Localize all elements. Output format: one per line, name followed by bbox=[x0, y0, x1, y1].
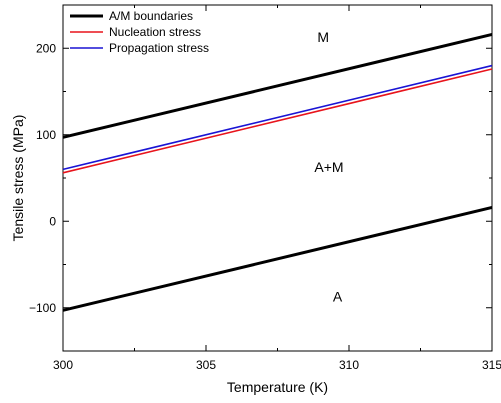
legend-entry: Propagation stress bbox=[109, 41, 209, 55]
y-tick-label: 0 bbox=[49, 214, 56, 228]
x-tick-label: 300 bbox=[53, 358, 73, 372]
x-tick-label: 310 bbox=[339, 358, 359, 372]
plot-area bbox=[62, 4, 493, 352]
axis-ticks: 300 305 310 315 −100 0 100 200 bbox=[29, 4, 501, 372]
series-line-propagation-stress bbox=[62, 64, 493, 171]
legend: A/M boundaries Nucleation stress Propagati… bbox=[70, 9, 209, 55]
y-axis-label: Tensile stress (MPa) bbox=[10, 115, 26, 242]
y-tick-label: −100 bbox=[29, 301, 56, 315]
x-tick-label: 305 bbox=[196, 358, 216, 372]
series-line-a-m-boundaries bbox=[62, 32, 493, 139]
region-label: M bbox=[317, 29, 329, 45]
region-annotations: M A+M A bbox=[314, 29, 343, 305]
region-label: A bbox=[333, 289, 343, 305]
x-tick-label: 315 bbox=[482, 358, 501, 372]
y-tick-label: 200 bbox=[36, 41, 56, 55]
series-line-nucleation-stress bbox=[62, 68, 493, 174]
legend-entry: Nucleation stress bbox=[109, 25, 201, 39]
legend-entry: A/M boundaries bbox=[109, 9, 193, 23]
series-layer bbox=[62, 32, 493, 312]
series-line-a-m-boundary-lower bbox=[62, 205, 493, 312]
region-label: A+M bbox=[314, 159, 343, 175]
x-axis-label: Temperature (K) bbox=[227, 379, 328, 395]
y-tick-label: 100 bbox=[36, 128, 56, 142]
